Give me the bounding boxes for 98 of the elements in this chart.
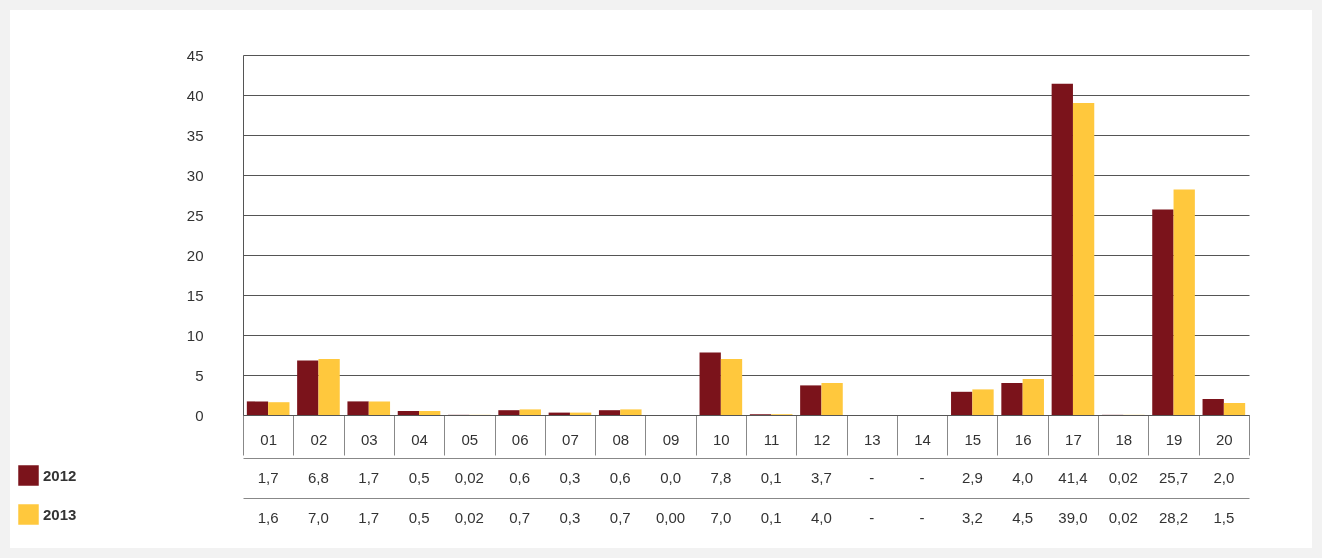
bar <box>1022 379 1044 415</box>
text: - <box>919 469 925 486</box>
data-label: 0,6 <box>609 469 631 486</box>
bar <box>720 359 743 415</box>
x-tick-label: 01 <box>260 430 277 448</box>
data-label: 28,2 <box>1158 509 1189 526</box>
data-label: 0,7 <box>509 509 531 526</box>
bar <box>972 389 994 415</box>
data-label: 0,6 <box>509 469 531 486</box>
x-tick-label: 05 <box>461 430 479 448</box>
text: - <box>869 509 875 526</box>
data-label: 0,5 <box>408 469 430 486</box>
bar <box>368 401 391 415</box>
text: - <box>919 509 925 526</box>
data-label: 6,8 <box>308 469 329 486</box>
data-label: 0,3 <box>559 469 581 486</box>
x-tick-label: 10 <box>713 430 730 448</box>
data-label: 1,5 <box>1213 509 1235 526</box>
bar <box>297 360 319 415</box>
data-label: 0,3 <box>559 509 581 526</box>
bar <box>397 411 420 415</box>
data-label: 0,0 <box>660 469 681 486</box>
x-tick-label: 08 <box>612 430 630 448</box>
bar <box>268 402 290 415</box>
x-tick-label: 03 <box>360 430 378 448</box>
x-tick-label: 16 <box>1014 430 1032 448</box>
bar <box>318 359 340 415</box>
data-label: 0,02 <box>1108 469 1138 486</box>
x-tick-label: 18 <box>1115 430 1133 448</box>
data-label: 1,7 <box>358 469 380 486</box>
y-tick-label: 25 <box>186 206 204 224</box>
data-label: 7,8 <box>710 469 732 486</box>
text: - <box>869 469 875 486</box>
data-label: 1,6 <box>257 509 279 526</box>
x-tick-label: 14 <box>914 430 931 448</box>
x-tick-label: 09 <box>662 430 680 448</box>
y-tick-label: 15 <box>186 286 204 304</box>
bar <box>699 352 721 415</box>
y-tick-label: 5 <box>195 366 204 384</box>
bar <box>519 409 541 415</box>
bar <box>620 409 642 415</box>
bar <box>1202 399 1224 415</box>
legend-label: 2012 <box>43 466 77 484</box>
x-tick-label: 17 <box>1065 430 1082 448</box>
data-label: 0,02 <box>1108 509 1138 526</box>
y-tick-label: 30 <box>186 166 204 184</box>
y-tick-label: 45 <box>186 46 204 64</box>
data-label: 1,7 <box>257 469 279 486</box>
data-label: 2,9 <box>961 469 983 486</box>
x-tick-label: 13 <box>863 430 881 448</box>
data-label: 0,5 <box>408 509 430 526</box>
bar <box>1152 209 1174 415</box>
data-label: 0,00 <box>655 509 686 526</box>
y-tick-label: 0 <box>195 406 204 424</box>
x-tick-label: 02 <box>310 430 328 448</box>
bar <box>1223 403 1246 415</box>
data-label: 3,7 <box>811 469 832 486</box>
data-label: 2,0 <box>1213 469 1235 486</box>
data-label: 4,5 <box>1012 509 1034 526</box>
bar <box>1051 83 1073 415</box>
data-label: 0,1 <box>760 469 782 486</box>
y-tick-label: 10 <box>186 326 204 344</box>
bar <box>1072 103 1095 415</box>
bar <box>419 411 441 415</box>
y-tick-label: 35 <box>186 126 204 144</box>
data-label: 1,7 <box>358 509 380 526</box>
data-label: 0,7 <box>609 509 631 526</box>
x-tick-label: 07 <box>562 430 579 448</box>
bar <box>498 410 520 415</box>
bar <box>951 391 973 415</box>
data-label: 4,0 <box>811 509 832 526</box>
data-label: 25,7 <box>1158 469 1189 486</box>
data-label: 0,02 <box>454 509 484 526</box>
x-tick-label: 15 <box>964 430 982 448</box>
data-label: 41,4 <box>1058 469 1088 486</box>
bar <box>347 401 369 415</box>
legend-label: 2013 <box>43 505 77 523</box>
bar <box>821 383 843 415</box>
bar <box>1001 383 1023 415</box>
y-tick-label: 40 <box>186 86 204 104</box>
data-label: 39,0 <box>1058 509 1088 526</box>
x-tick-label: 19 <box>1165 430 1183 448</box>
x-tick-label: 04 <box>411 430 428 448</box>
y-tick-label: 20 <box>186 246 204 264</box>
data-label: 7,0 <box>710 509 732 526</box>
x-tick-label: 12 <box>813 430 831 448</box>
bar <box>800 385 822 415</box>
x-tick-label: 20 <box>1216 430 1233 448</box>
bar <box>1173 189 1195 415</box>
data-label: 7,0 <box>308 509 329 526</box>
data-label: 3,2 <box>961 509 983 526</box>
bar <box>598 410 621 415</box>
data-label: 0,1 <box>760 509 782 526</box>
data-label: 0,02 <box>454 469 484 486</box>
x-tick-label: 11 <box>763 430 780 448</box>
data-label: 4,0 <box>1012 469 1034 486</box>
x-tick-label: 06 <box>511 430 529 448</box>
bar <box>246 401 269 415</box>
